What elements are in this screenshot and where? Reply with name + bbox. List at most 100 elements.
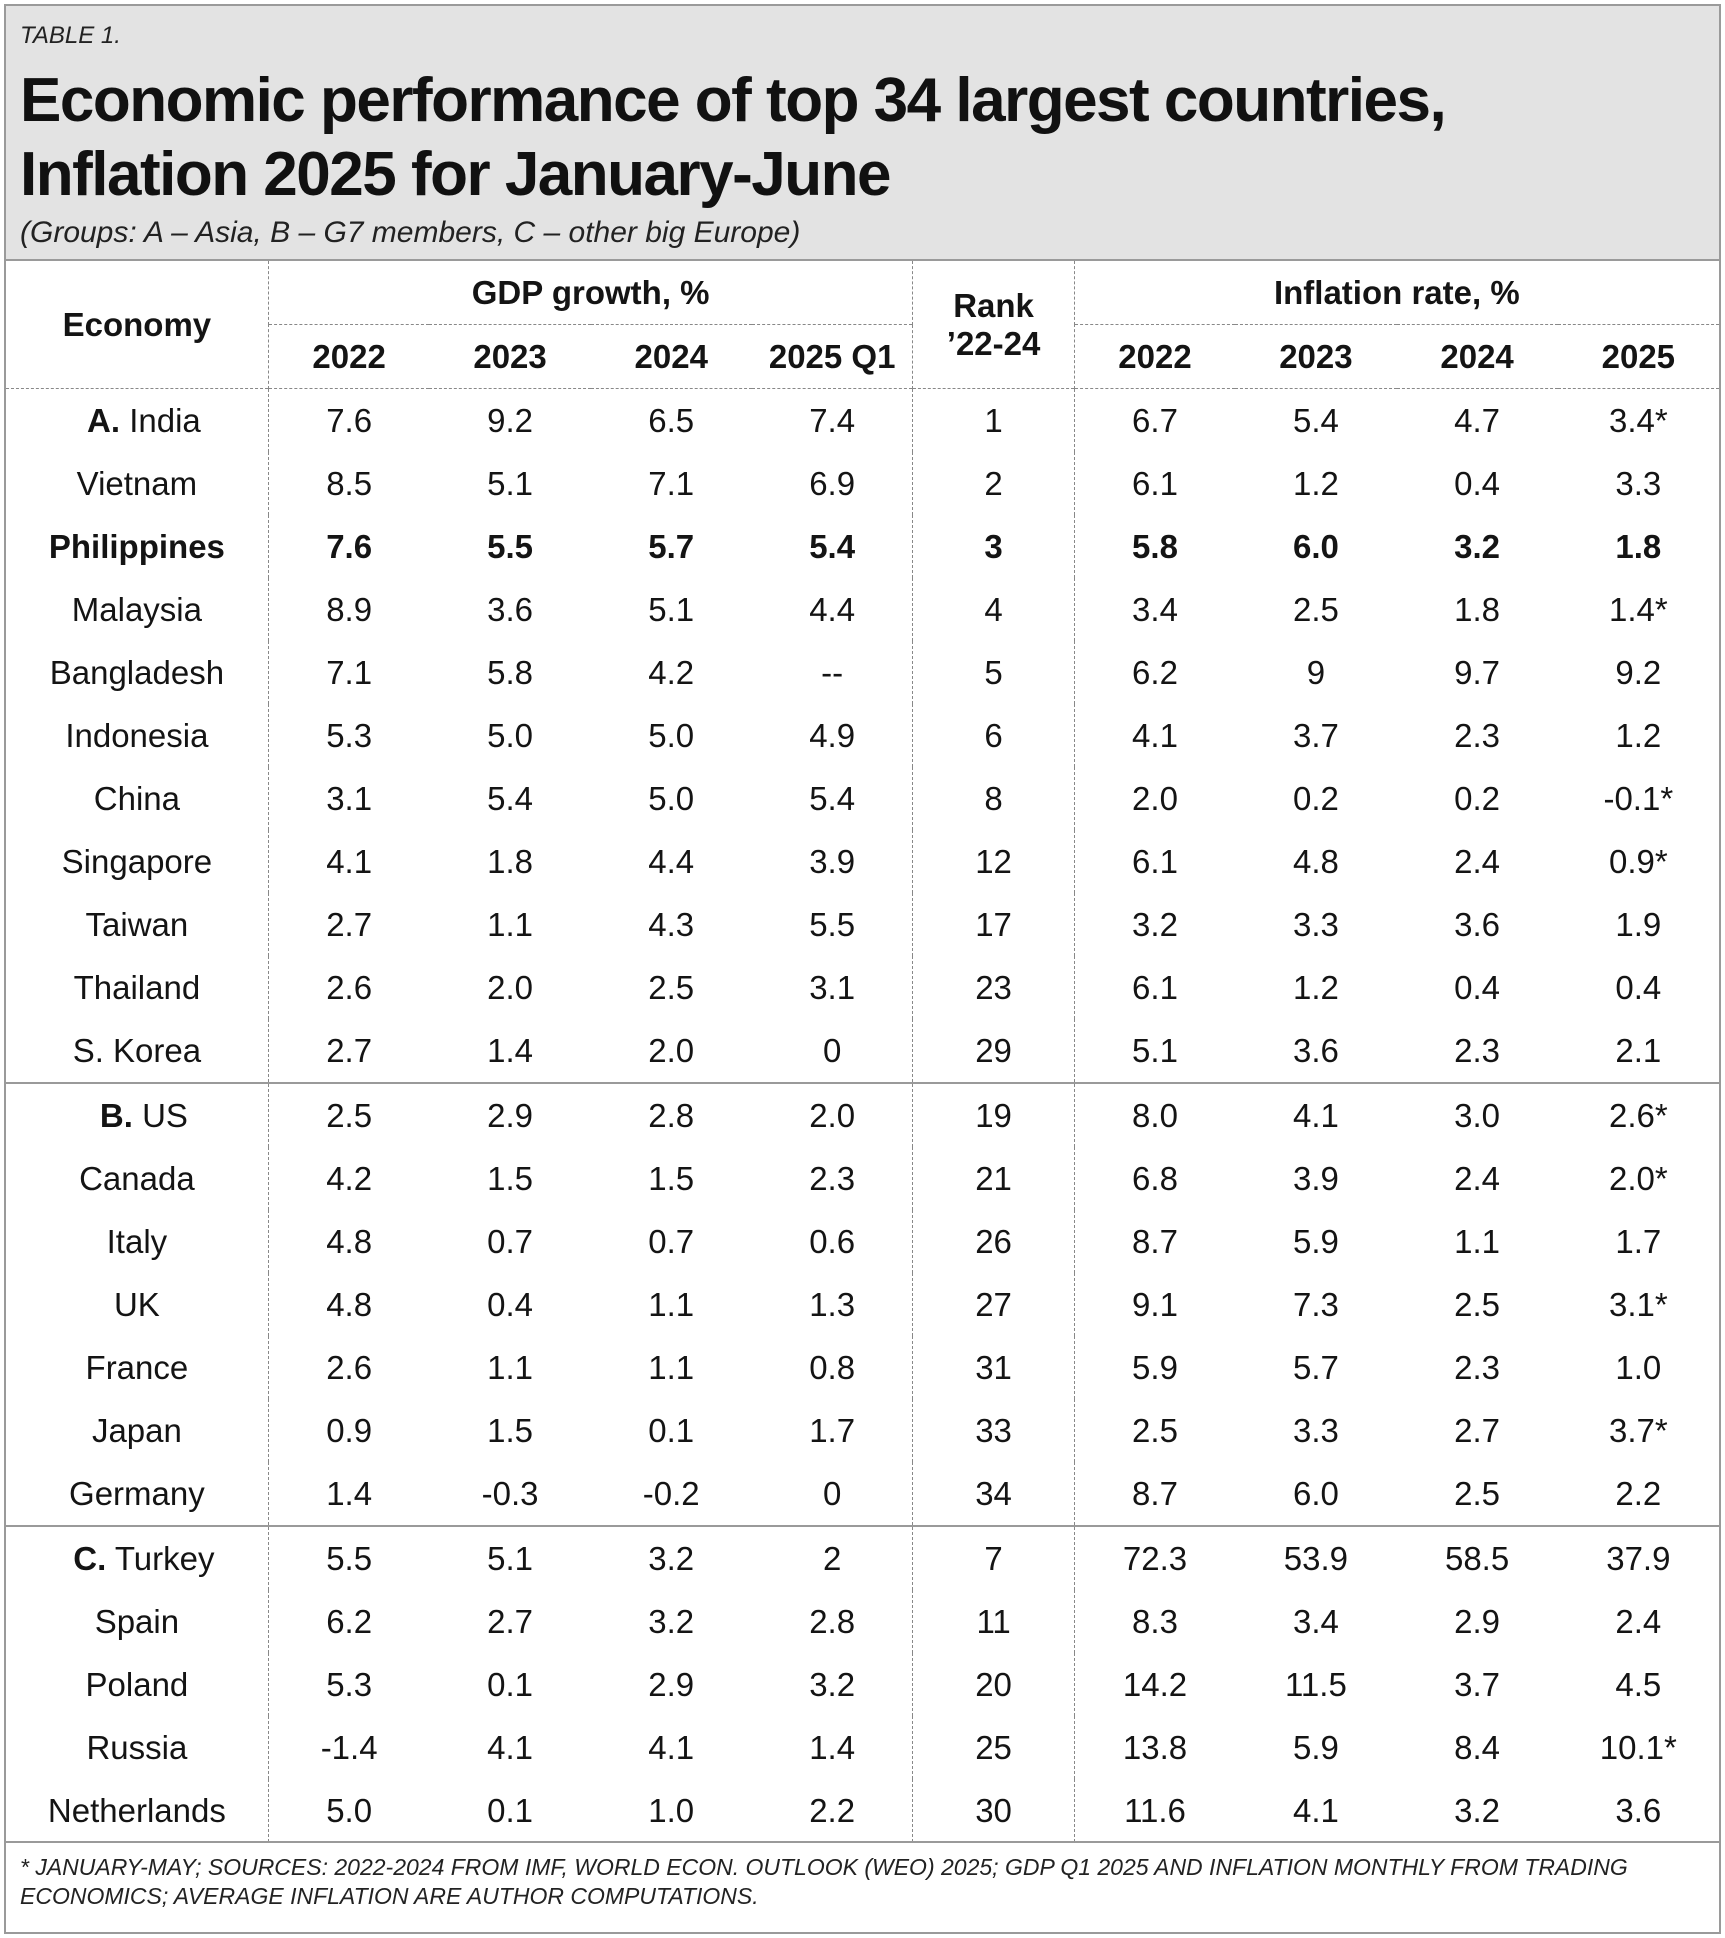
gdp-growth-cell: 3.1 <box>751 956 914 1019</box>
gdp-growth-cell: 4.4 <box>648 842 695 880</box>
country-cell: France <box>6 1336 269 1399</box>
inflation-rate-cell: 2.5 <box>1292 590 1339 628</box>
inflation-rate-cell: 0.9* <box>1608 842 1668 880</box>
rank-header-line-1: Rank <box>953 286 1034 324</box>
gdp-growth-cell: 0.7 <box>648 1222 695 1260</box>
gdp-year-header: 2025 Q1 <box>751 324 914 389</box>
inflation-rate-cell: 3.3 <box>1615 464 1662 502</box>
inflation-rate-cell: 14.2 <box>1122 1665 1188 1703</box>
gdp-growth-cell: 3.9 <box>751 830 914 893</box>
inflation-rate-cell: 6.1 <box>1132 464 1178 502</box>
gdp-growth-cell: 3.2 <box>751 1653 914 1716</box>
table-row: Taiwan 2.7 1.1 4.3 5.5 17 3.2 3.3 3.6 1.9 <box>6 893 1719 956</box>
table-row: Bangladesh 7.1 5.8 4.2 -- 5 6.2 9 9.7 9.2 <box>6 641 1719 704</box>
gdp-growth-cell: 1.0 <box>648 1791 695 1829</box>
gdp-growth-cell: 5.8 <box>487 653 533 691</box>
gdp-growth-cell: 2.7 <box>487 1602 533 1640</box>
group-label: A. <box>87 401 121 439</box>
gdp-growth-cell: 5.0 <box>648 779 695 817</box>
rank-cell: 34 <box>912 1462 1075 1526</box>
inflation-rate-cell: 0.2 <box>1292 779 1339 817</box>
inflation-rate-cell: 3.2 <box>1454 527 1501 565</box>
table-footnote: * January-May; Sources: 2022-2024 from I… <box>20 1854 1628 1909</box>
gdp-growth-cell: 5.0 <box>648 716 695 754</box>
inflation-rate-cell: 5.9 <box>1292 1728 1339 1766</box>
inflation-rate-cell: 13.8 <box>1122 1728 1188 1766</box>
country-name: Spain <box>94 1602 180 1640</box>
inflation-rate-cell: 4.1 <box>1292 1791 1339 1829</box>
gdp-growth-cell: 5.1 <box>648 590 695 628</box>
column-group-header-row: Economy GDP growth, % Rank ’22-24 Inflat… <box>6 261 1719 389</box>
inflation-year-header: 2024 <box>1396 324 1558 389</box>
rank-cell: 1 <box>912 388 1075 452</box>
rank-cell: 12 <box>912 830 1075 893</box>
gdp-growth-cell: 0.1 <box>487 1791 533 1829</box>
inflation-rate-cell: 3.1* <box>1608 1285 1668 1323</box>
year-header-row: 2022 2023 2024 2025 Q1 2022 2023 2024 20… <box>6 324 1719 389</box>
table-frame: TABLE 1. Economic performance of top 34 … <box>4 4 1721 1934</box>
inflation-rate-cell: 2.0 <box>1132 779 1178 817</box>
gdp-year-header: 2023 <box>429 324 591 389</box>
rank-cell: 23 <box>912 956 1075 1019</box>
gdp-growth-cell: 6.2 <box>326 1602 373 1640</box>
country-cell: C. Turkey <box>6 1525 269 1590</box>
gdp-growth-cell: 5.0 <box>326 1791 373 1829</box>
gdp-growth-cell: 0.9 <box>326 1411 373 1449</box>
country-name: Poland <box>85 1665 189 1703</box>
title-line-2: Inflation 2025 for January-June <box>20 140 891 209</box>
inflation-rate-cell: 4.1 <box>1132 716 1178 754</box>
rank-cell: 29 <box>912 1019 1075 1083</box>
inflation-rate-cell: 6.8 <box>1132 1159 1178 1197</box>
table-tag: TABLE 1. <box>20 22 121 49</box>
inflation-rate-cell: 8.7 <box>1132 1474 1178 1512</box>
gdp-growth-cell: 7.4 <box>751 388 914 452</box>
inflation-rate-cell: 0.4 <box>1615 968 1662 1006</box>
inflation-rate-cell: 3.6 <box>1615 1791 1662 1829</box>
gdp-growth-cell: 7.6 <box>326 527 373 565</box>
rank-cell: 2 <box>912 452 1075 515</box>
gdp-growth-cell: 9.2 <box>429 388 591 452</box>
gdp-growth-cell: 5.4 <box>487 779 533 817</box>
inflation-rate-cell: 5.9 <box>1292 1222 1339 1260</box>
inflation-rate-cell: 3.7 <box>1292 716 1339 754</box>
inflation-rate-cell: 1.9 <box>1615 905 1662 943</box>
inflation-rate-cell: 8.3 <box>1132 1602 1178 1640</box>
rank-cell: 11 <box>912 1590 1075 1653</box>
table-row: A. India 7.6 9.2 6.5 7.4 1 6.7 5.4 4.7 3.4* <box>6 388 1719 452</box>
country-cell: Netherlands <box>6 1779 269 1842</box>
rank-cell: 4 <box>912 578 1075 641</box>
country-cell: Indonesia <box>6 704 269 767</box>
country-cell: Philippines <box>6 515 269 578</box>
table-row: Japan 0.9 1.5 0.1 1.7 33 2.5 3.3 2.7 3.7* <box>6 1399 1719 1462</box>
inflation-rate-cell: 11.6 <box>1124 1791 1186 1829</box>
country-name: China <box>93 779 181 817</box>
table-row: Spain 6.2 2.7 3.2 2.8 11 8.3 3.4 2.9 2.4 <box>6 1590 1719 1653</box>
inflation-rate-cell: 2.4 <box>1454 842 1501 880</box>
table-title: Economic performance of top 34 largest c… <box>20 64 1447 212</box>
gdp-growth-cell: 1.8 <box>487 842 533 880</box>
gdp-growth-cell: 0 <box>751 1462 914 1526</box>
rank-cell: 3 <box>912 515 1075 578</box>
country-name: France <box>85 1348 189 1386</box>
rank-cell: 20 <box>912 1653 1075 1716</box>
inflation-rate-cell: 3.6 <box>1292 1031 1339 1069</box>
inflation-rate-cell: 2.6* <box>1557 1082 1719 1147</box>
table-row: France 2.6 1.1 1.1 0.8 31 5.9 5.7 2.3 1.0 <box>6 1336 1719 1399</box>
inflation-rate-cell: 1.0 <box>1615 1348 1662 1386</box>
gdp-growth-cell: 4.4 <box>751 578 914 641</box>
inflation-rate-cell: 9.7 <box>1454 653 1501 691</box>
gdp-growth-cell: 2.9 <box>648 1665 695 1703</box>
rank-column-header: Rank ’22-24 <box>912 261 1075 389</box>
country-cell: UK <box>6 1273 269 1336</box>
gdp-growth-cell: 2.0 <box>487 968 533 1006</box>
inflation-rate-cell: 4.5 <box>1615 1665 1662 1703</box>
inflation-rate-cell: 3.2 <box>1454 1791 1501 1829</box>
rank-cell: 6 <box>912 704 1075 767</box>
country-name: Vietnam <box>76 464 198 502</box>
country-cell: Vietnam <box>6 452 269 515</box>
inflation-rate-cell: 5.1 <box>1132 1031 1178 1069</box>
economic-performance-table: Economy GDP growth, % Rank ’22-24 Inflat… <box>6 261 1719 1842</box>
table-row: Vietnam 8.5 5.1 7.1 6.9 2 6.1 1.2 0.4 3.3 <box>6 452 1719 515</box>
country-name: Thailand <box>73 968 201 1006</box>
rank-cell: 33 <box>912 1399 1075 1462</box>
